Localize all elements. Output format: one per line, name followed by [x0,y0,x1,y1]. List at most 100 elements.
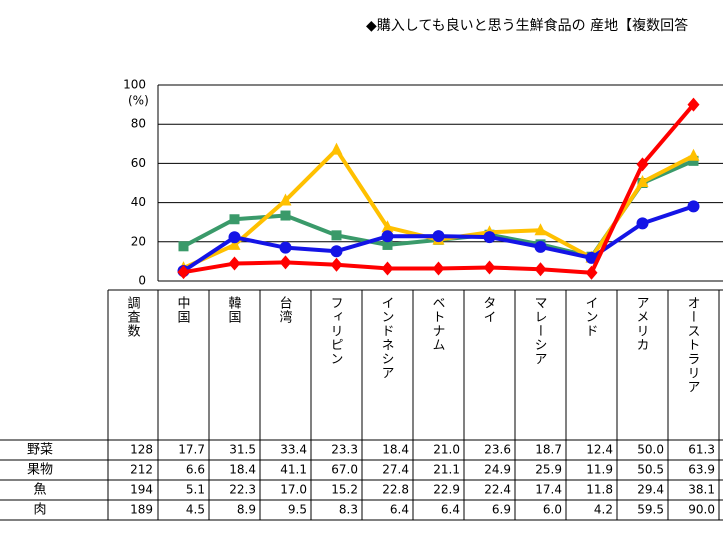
marker [331,230,342,241]
table-cell: 33.4 [280,443,307,457]
y-tick-label: 80 [131,117,146,131]
table-cell: 12.4 [586,443,613,457]
chart-title: ◆購入しても良いと思う生鮮食品の 産地【複数回答 [366,17,688,34]
table-cell: 18.7 [535,443,562,457]
table-cell: 61.3 [688,443,715,457]
table-cell: 24.9 [484,463,511,477]
table-cell: 21.1 [433,463,460,477]
table-cell: 17.0 [280,483,307,497]
count-cell: 128 [130,443,153,457]
table-cell: 50.0 [637,443,664,457]
table-cell: 59.5 [637,503,664,517]
table-cell: 90.0 [688,503,715,517]
marker [330,257,343,272]
x-tick-label: 台湾 [277,296,293,324]
marker [534,262,547,277]
table-cell: 27.4 [382,463,409,477]
y-tick-label: 100 [123,78,146,92]
y-tick-label: 0 [138,274,146,288]
table-cell: 6.4 [390,503,409,517]
table-cell: 9.5 [288,503,307,517]
table-cell: 41.1 [280,463,307,477]
table-cell: 23.3 [331,443,358,457]
marker [228,231,241,244]
table-cell: 5.1 [186,483,205,497]
table-cell: 17.4 [535,483,562,497]
table-cell: 6.0 [543,503,562,517]
table-cell: 63.9 [688,463,715,477]
marker [280,210,291,221]
series-line [182,147,695,270]
x-tick-label: アメリカ [634,296,649,352]
x-tick-label: タイ [481,296,496,324]
table-cell: 23.6 [484,443,511,457]
table-cell: 31.5 [229,443,256,457]
x-tick-label: ベトナム [430,296,446,352]
table-cell: 21.0 [433,443,460,457]
x-tick-label: 韓国 [226,296,242,324]
marker [229,214,240,225]
table-cell: 22.3 [229,483,256,497]
row-label: 魚 [33,483,46,498]
count-cell: 189 [130,503,153,517]
x-tick-label: 中国 [175,296,190,324]
table-cell: 18.4 [229,463,256,477]
marker [636,217,649,230]
table-cell: 22.9 [433,483,460,497]
marker [330,245,343,258]
marker [687,97,700,112]
marker [178,241,189,252]
table-cell: 6.4 [441,503,460,517]
marker [687,200,700,213]
marker [687,148,700,161]
count-header: 調査数 [125,296,141,338]
marker [330,142,343,155]
marker [228,256,241,271]
marker [279,255,292,270]
marker [534,223,547,236]
table-cell: 11.9 [586,463,613,477]
y-unit: (%) [128,94,149,108]
table-cell: 6.9 [492,503,511,517]
y-tick-label: 40 [131,195,146,209]
marker [432,261,445,276]
marker [381,261,394,276]
x-tick-label: インド [583,296,598,338]
marker [585,265,598,280]
marker [382,239,393,250]
table-cell: 8.9 [237,503,256,517]
table-cell: 25.9 [535,463,562,477]
marker [688,155,699,166]
series-line [183,103,696,275]
table-cell: 17.7 [178,443,205,457]
table-cell: 4.5 [186,503,205,517]
table-cell: 15.2 [331,483,358,497]
table-cell: 38.1 [688,483,715,497]
marker [585,251,598,264]
table-cell: 29.4 [637,483,664,497]
table-cell: 18.4 [382,443,409,457]
table-cell: 22.8 [382,483,409,497]
marker [279,193,292,206]
marker [432,230,445,243]
table-cell: 22.4 [484,483,511,497]
table-cell: 8.3 [339,503,358,517]
marker [228,237,241,250]
table-cell: 11.8 [586,483,613,497]
y-tick-label: 20 [131,234,146,248]
table-cell: 6.6 [186,463,205,477]
marker [483,260,496,275]
marker [534,240,547,253]
table-cell: 50.5 [637,463,664,477]
table-cell: 67.0 [331,463,358,477]
x-tick-label: マレーシア [532,296,547,366]
marker [381,230,394,243]
marker [279,241,292,254]
marker [483,231,496,244]
count-cell: 194 [130,483,153,497]
marker [381,220,394,233]
x-tick-label: インドネシア [379,296,394,380]
y-tick-label: 60 [131,156,146,170]
